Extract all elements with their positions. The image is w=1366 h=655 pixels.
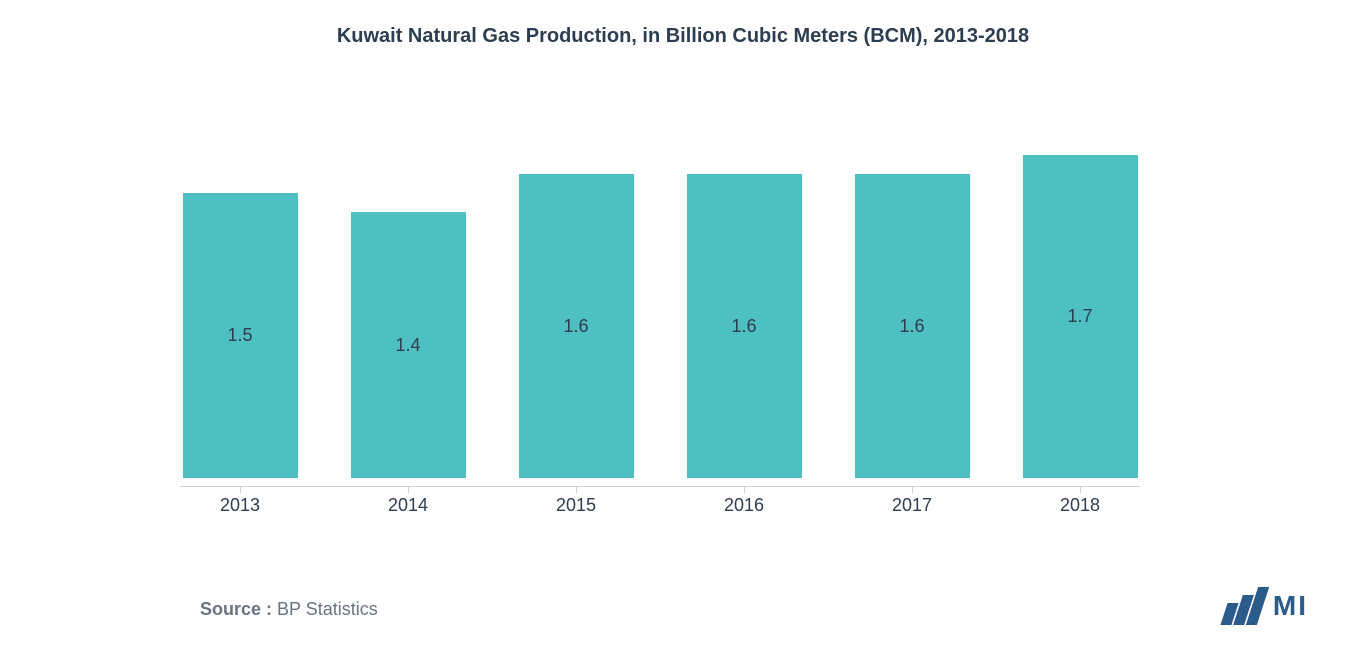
bar-value-label: 1.7 [1067, 306, 1092, 327]
bar-group: 1.4 [348, 212, 468, 478]
logo-letter: M [1273, 590, 1296, 622]
bar-group: 1.6 [516, 174, 636, 478]
x-axis-tick: 2014 [348, 495, 468, 516]
bar: 1.6 [687, 174, 802, 478]
source-value: BP Statistics [272, 599, 378, 619]
chart-container: Kuwait Natural Gas Production, in Billio… [0, 20, 1366, 635]
bar-group: 1.6 [852, 174, 972, 478]
x-axis-tick: 2015 [516, 495, 636, 516]
chart-area: 1.5 1.4 1.6 1.6 1.6 1.7 [180, 98, 1140, 478]
bar-group: 1.6 [684, 174, 804, 478]
bar-value-label: 1.5 [227, 325, 252, 346]
bar-value-label: 1.6 [899, 316, 924, 337]
source-line: Source : BP Statistics [200, 599, 378, 620]
logo-text: MI [1273, 590, 1306, 622]
logo-bars-icon [1224, 587, 1263, 625]
chart-title: Kuwait Natural Gas Production, in Billio… [337, 25, 1029, 48]
bar: 1.5 [183, 193, 298, 478]
bar-value-label: 1.4 [395, 335, 420, 356]
x-axis-tick: 2013 [180, 495, 300, 516]
bar: 1.4 [351, 212, 466, 478]
bar-value-label: 1.6 [731, 316, 756, 337]
x-axis-tick: 2016 [684, 495, 804, 516]
logo-letter: I [1298, 590, 1306, 622]
bar: 1.6 [855, 174, 970, 478]
logo: MI [1224, 587, 1306, 625]
x-axis-tick: 2017 [852, 495, 972, 516]
bar: 1.7 [1023, 155, 1138, 478]
bar: 1.6 [519, 174, 634, 478]
x-axis: 2013 2014 2015 2016 2017 2018 [180, 486, 1140, 516]
bar-group: 1.7 [1020, 155, 1140, 478]
bar-group: 1.5 [180, 193, 300, 478]
x-axis-tick: 2018 [1020, 495, 1140, 516]
source-label: Source : [200, 599, 272, 619]
bar-value-label: 1.6 [563, 316, 588, 337]
